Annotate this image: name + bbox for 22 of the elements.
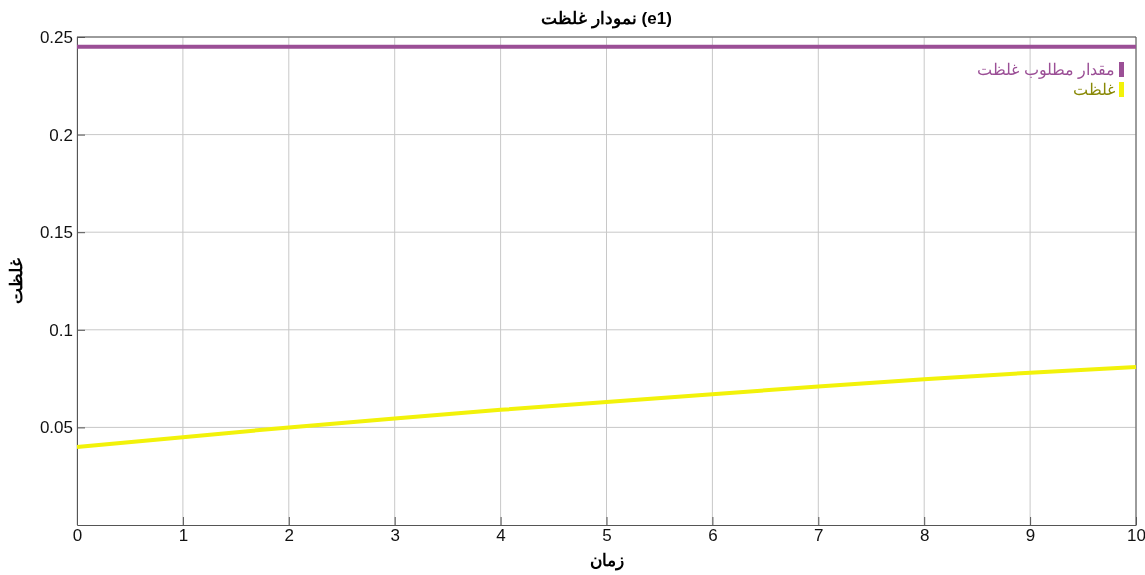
y-tick-label: 0.1 (49, 320, 73, 340)
x-tick-label: 0 (72, 526, 83, 546)
legend-label: مقدار مطلوب غلظت (977, 61, 1115, 79)
x-tick-label: 4 (496, 526, 506, 546)
y-tick-label: 0.25 (39, 27, 73, 47)
y-tick-label: 0.2 (49, 125, 73, 145)
x-tick-label: 7 (814, 526, 824, 546)
y-axis-title: غلظت (7, 258, 26, 304)
y-tick-label: 0.05 (39, 418, 73, 438)
x-tick-label: 9 (1025, 526, 1036, 546)
x-tick-label: 1 (178, 526, 189, 546)
x-tick-label: 8 (919, 526, 930, 546)
x-axis-title: زمان (589, 551, 624, 571)
x-tick-label: 10 (1127, 526, 1145, 546)
line-series (75, 364, 1138, 449)
legend-label: غلظت (1073, 81, 1115, 98)
x-tick-label: 3 (390, 526, 400, 546)
x-tick-label: 6 (708, 526, 718, 546)
y-tick-label: 0.15 (39, 223, 73, 243)
x-tick-label: 5 (602, 526, 612, 546)
chart-title: نمودار غلظت (e1) (541, 9, 672, 29)
x-tick-label: 2 (284, 526, 295, 546)
